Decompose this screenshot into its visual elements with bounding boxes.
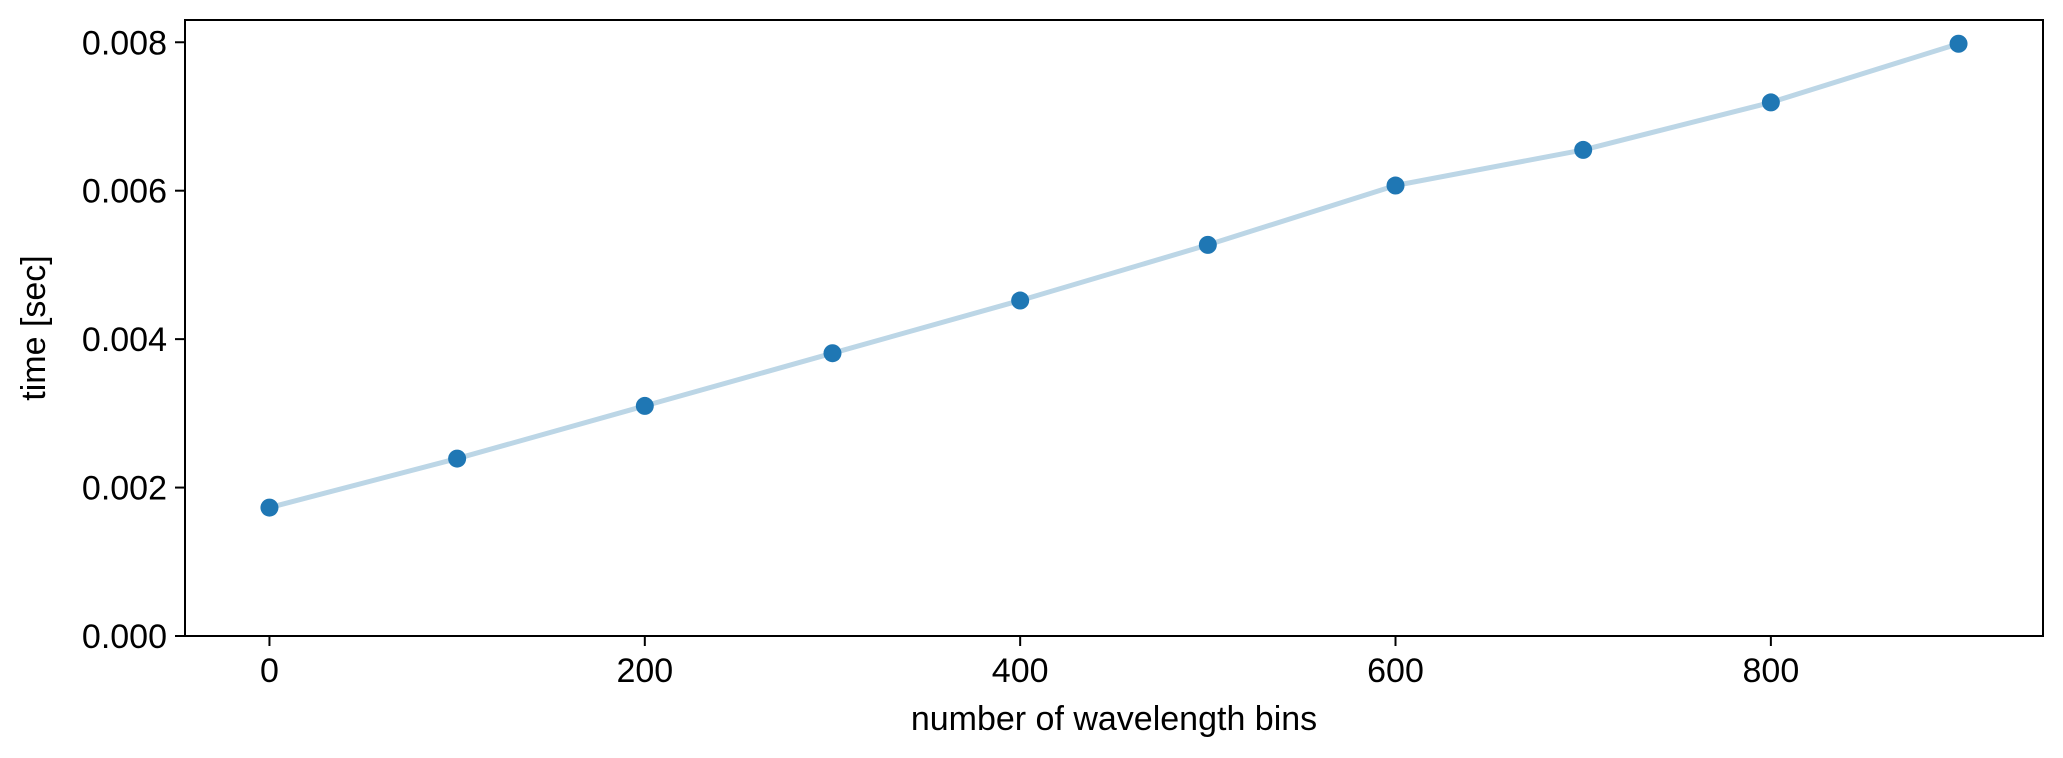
data-point xyxy=(448,449,467,468)
data-point xyxy=(1949,34,1968,53)
x-axis: 0 200 400 600 800 xyxy=(260,636,1799,690)
x-tick-label: 600 xyxy=(1367,652,1424,690)
data-point xyxy=(635,396,654,415)
x-tick-label: 0 xyxy=(260,652,279,690)
y-tick-label: 0.008 xyxy=(82,24,167,62)
data-point xyxy=(1761,93,1780,112)
y-tick-label: 0.000 xyxy=(82,618,167,656)
x-axis-label: number of wavelength bins xyxy=(911,700,1317,738)
y-tick-label: 0.006 xyxy=(82,173,167,211)
series-line xyxy=(267,41,1961,511)
x-tick-label: 400 xyxy=(992,652,1049,690)
y-tick-label: 0.002 xyxy=(82,470,167,508)
data-point xyxy=(823,344,842,363)
y-axis: 0.000 0.002 0.004 0.006 0.008 xyxy=(82,24,185,656)
x-tick-label: 800 xyxy=(1743,652,1800,690)
data-point xyxy=(1574,140,1593,159)
data-point xyxy=(260,498,279,517)
plot-area xyxy=(260,34,1968,517)
data-point xyxy=(1198,235,1217,254)
y-tick-label: 0.004 xyxy=(82,321,167,359)
data-point xyxy=(1386,176,1405,195)
plot-frame xyxy=(184,19,2044,637)
data-point xyxy=(1011,291,1030,310)
x-tick-label: 200 xyxy=(616,652,673,690)
y-axis-label: time [sec] xyxy=(15,255,53,400)
